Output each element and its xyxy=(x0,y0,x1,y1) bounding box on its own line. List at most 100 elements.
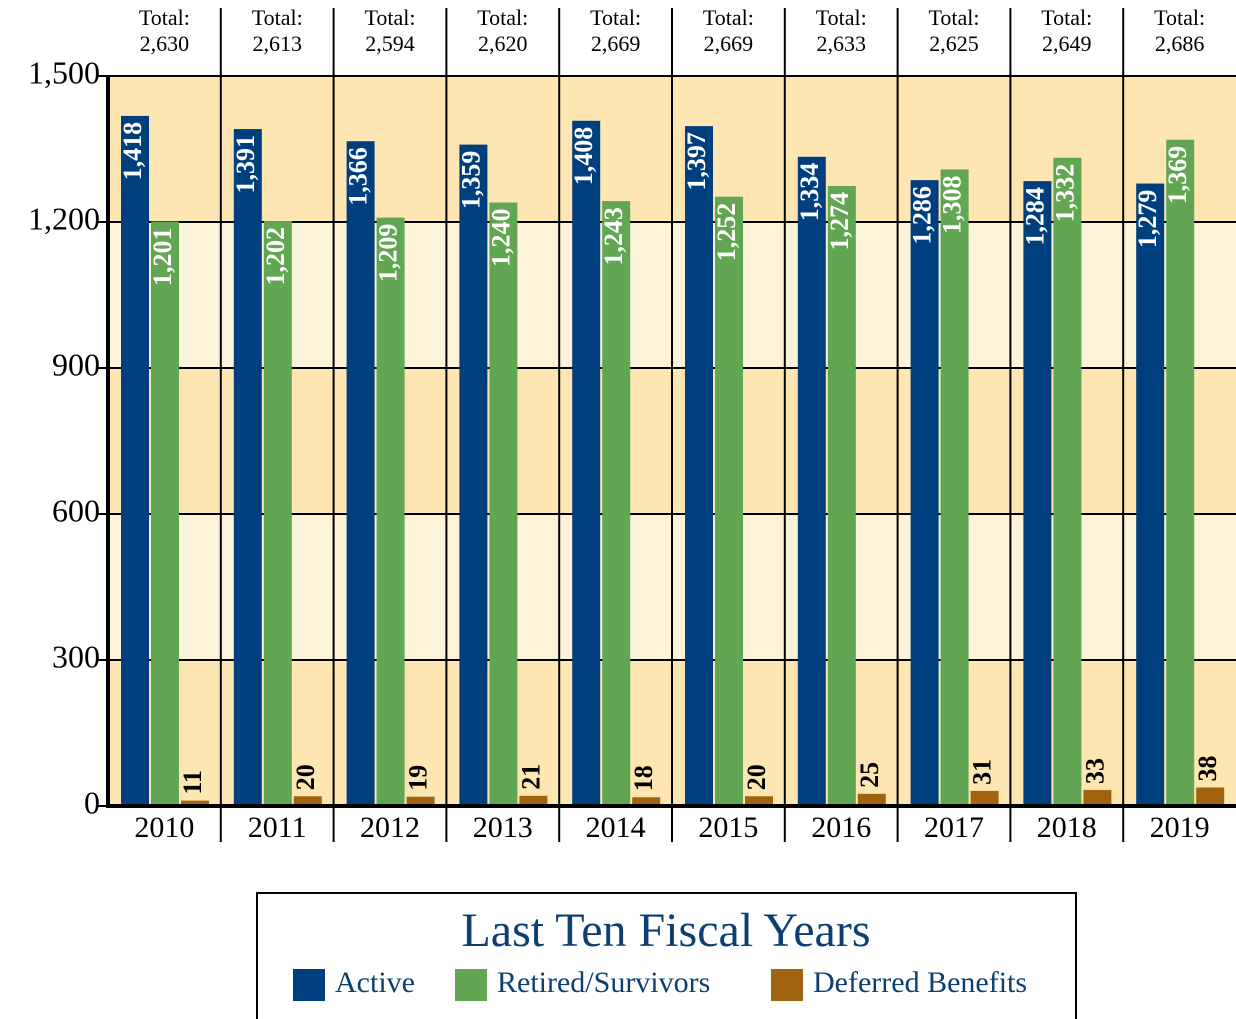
data-label: 1,397 xyxy=(682,132,711,191)
data-label: 11 xyxy=(178,770,207,795)
legend-swatch xyxy=(455,969,487,1001)
x-tick-label: 2017 xyxy=(924,811,984,844)
data-label: 21 xyxy=(516,764,545,790)
data-label: 1,274 xyxy=(825,192,854,251)
bar xyxy=(519,795,548,806)
x-tick-label: 2012 xyxy=(360,811,420,844)
total-label: 2,630 xyxy=(140,31,190,56)
data-label: 33 xyxy=(1080,758,1109,784)
data-label: 1,408 xyxy=(569,127,598,186)
data-label: 1,391 xyxy=(231,135,260,194)
legend-swatch xyxy=(293,969,325,1001)
data-label: 25 xyxy=(855,762,884,788)
x-tick-label: 2016 xyxy=(811,811,871,844)
y-tick-label: 300 xyxy=(52,638,100,674)
x-tick-label: 2014 xyxy=(586,811,646,844)
data-label: 1,334 xyxy=(795,163,824,222)
total-label: 2,649 xyxy=(1042,31,1092,56)
x-tick-label: 2015 xyxy=(698,811,758,844)
legend-swatch xyxy=(771,969,803,1001)
data-label: 19 xyxy=(404,765,433,791)
plot: 0 300 600 900 1,200 1,500 1,418 1,391 1,366 1,359… xyxy=(28,5,1236,1001)
total-prefix: Total: xyxy=(1154,5,1205,30)
bar xyxy=(151,221,179,807)
bar xyxy=(406,796,435,806)
total-prefix: Total: xyxy=(1041,5,1092,30)
bar xyxy=(1166,139,1195,807)
total-prefix: Total: xyxy=(477,5,528,30)
bar xyxy=(797,156,826,806)
bar xyxy=(121,115,149,806)
total-prefix: Total: xyxy=(928,5,979,30)
bar xyxy=(940,169,969,806)
data-label: 1,369 xyxy=(1163,146,1192,205)
bar xyxy=(632,797,661,806)
bar xyxy=(745,796,773,806)
bar xyxy=(970,790,999,806)
data-label: 1,201 xyxy=(148,228,177,287)
total-label: 2,625 xyxy=(929,31,979,56)
x-tick-label: 2018 xyxy=(1037,811,1097,844)
x-tick-label: 2011 xyxy=(248,811,307,844)
bar xyxy=(1196,787,1225,806)
data-label: 1,279 xyxy=(1133,190,1162,249)
data-label: 1,202 xyxy=(261,227,290,286)
data-label: 1,418 xyxy=(118,122,147,181)
x-tick-label: 2019 xyxy=(1150,811,1210,844)
y-tick-label: 1,500 xyxy=(28,54,100,90)
bar xyxy=(1053,157,1082,806)
x-tick-label: 2013 xyxy=(473,811,533,844)
data-label: 20 xyxy=(291,764,320,790)
y-tick-label: 0 xyxy=(84,784,100,820)
total-prefix: Total: xyxy=(703,5,754,30)
data-label: 1,308 xyxy=(938,175,967,234)
total-prefix: Total: xyxy=(590,5,641,30)
bar xyxy=(857,793,886,806)
total-prefix: Total: xyxy=(139,5,190,30)
chart-title: Last Ten Fiscal Years xyxy=(461,904,870,957)
y-tick-label: 900 xyxy=(52,346,100,382)
bar xyxy=(602,201,631,806)
bar xyxy=(376,217,405,806)
total-label: 2,613 xyxy=(252,31,302,56)
bar xyxy=(293,796,322,806)
y-tick-label: 1,200 xyxy=(28,200,100,236)
bar xyxy=(1083,789,1112,806)
data-label: 1,366 xyxy=(344,147,373,206)
bar xyxy=(715,196,743,806)
x-tick-label: 2010 xyxy=(134,811,194,844)
total-label: 2,669 xyxy=(704,31,754,56)
total-label: 2,594 xyxy=(365,31,415,56)
data-label: 1,252 xyxy=(712,203,741,262)
bar xyxy=(910,180,939,806)
data-label: 1,286 xyxy=(908,186,937,245)
total-label: 2,633 xyxy=(816,31,866,56)
bar xyxy=(827,185,856,806)
bar xyxy=(489,202,518,807)
data-label: 1,243 xyxy=(599,207,628,266)
total-label: 2,620 xyxy=(478,31,528,56)
bar xyxy=(685,126,713,807)
total-prefix: Total: xyxy=(816,5,867,30)
bar xyxy=(346,141,375,807)
data-label: 31 xyxy=(968,759,997,785)
data-label: 1,284 xyxy=(1020,187,1049,246)
legend-box xyxy=(256,892,1077,1019)
total-prefix: Total: xyxy=(252,5,303,30)
total-label: 2,686 xyxy=(1155,31,1205,56)
legend-label: Retired/Survivors xyxy=(497,966,710,999)
data-label: 1,209 xyxy=(374,224,403,283)
bar xyxy=(233,129,262,807)
bar xyxy=(263,221,292,806)
legend-label: Deferred Benefits xyxy=(813,966,1027,999)
y-tick-label: 600 xyxy=(52,492,100,528)
bar xyxy=(459,144,488,806)
data-label: 20 xyxy=(742,764,771,790)
bar xyxy=(181,800,209,806)
total-label: 2,669 xyxy=(591,31,641,56)
data-label: 1,332 xyxy=(1050,164,1079,223)
data-label: 38 xyxy=(1193,756,1222,782)
legend-label: Active xyxy=(335,966,415,999)
data-label: 1,240 xyxy=(486,209,515,268)
